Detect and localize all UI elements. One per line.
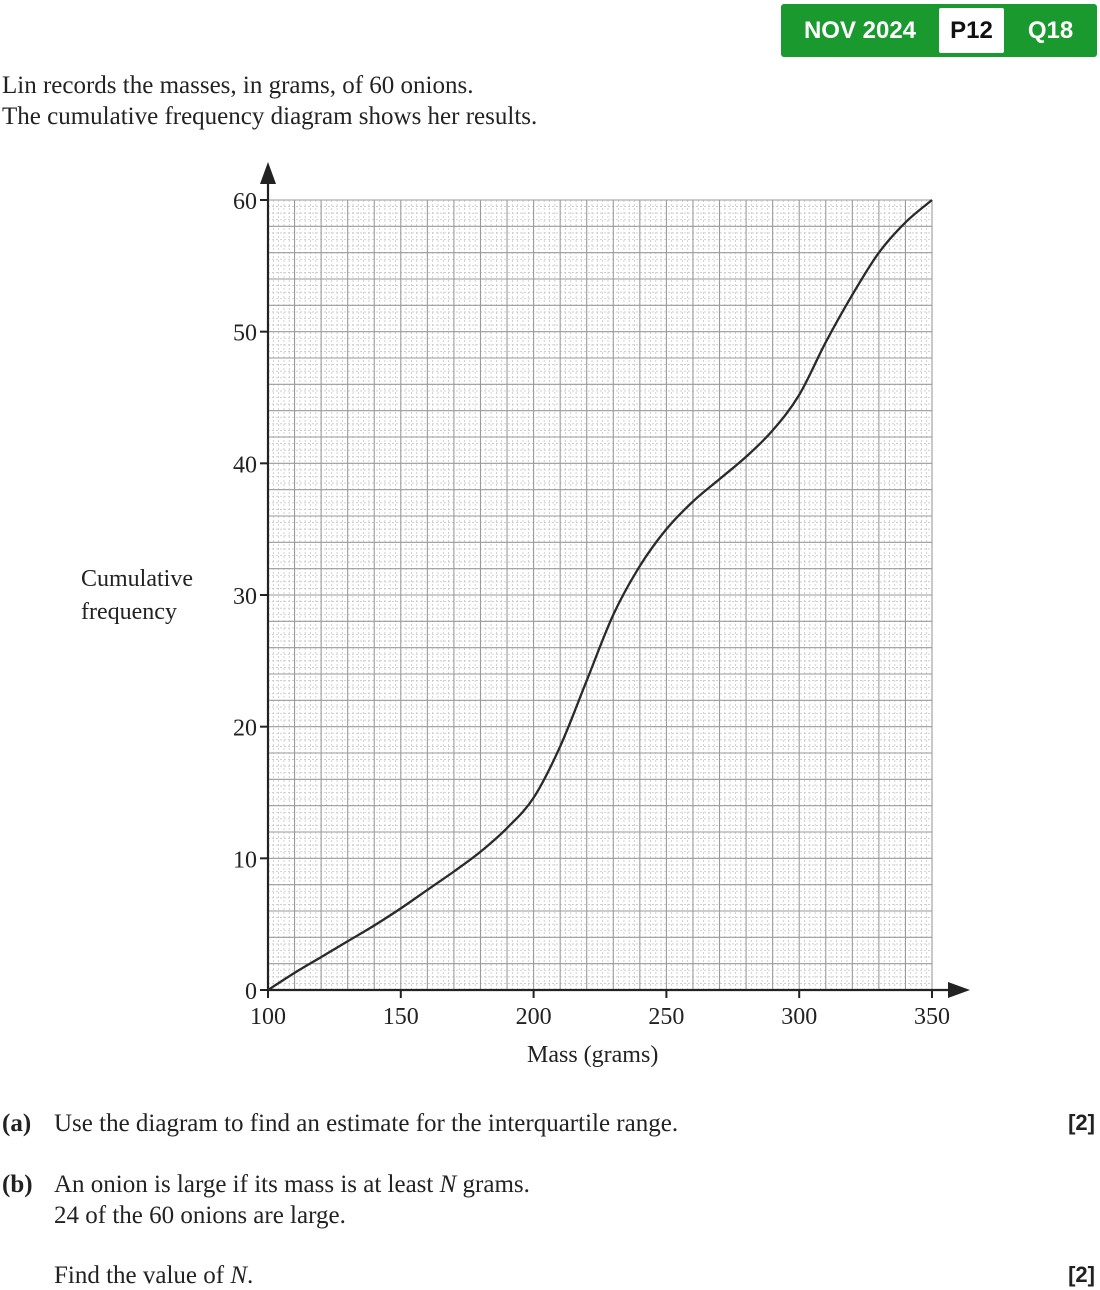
question-a-text: Use the diagram to find an estimate for … — [54, 1110, 679, 1137]
grid-minor — [268, 200, 932, 990]
intro-text: Lin records the masses, in grams, of 60 … — [2, 70, 537, 132]
x-axis-arrow — [948, 982, 970, 998]
question-a-marks: [2] — [1068, 1110, 1095, 1135]
y-axis-label-line-1: Cumulative — [81, 566, 193, 592]
x-tick-label: 250 — [648, 1004, 684, 1030]
cumulative-frequency-curve — [267, 199, 933, 991]
y-tick-label: 30 — [233, 584, 257, 610]
x-tick-label: 200 — [516, 1004, 552, 1030]
intro-line-2: The cumulative frequency diagram shows h… — [2, 103, 538, 130]
question-b-line-2: 24 of the 60 onions are large. — [54, 1202, 346, 1229]
question-badge: NOV 2024 P12 Q18 — [781, 4, 1097, 57]
session-label: NOV 2024 — [803, 16, 917, 44]
question-b-line-1: An onion is large if its mass is at leas… — [54, 1171, 530, 1198]
question-a-label: (a) — [2, 1110, 32, 1137]
y-axis-arrow — [260, 162, 276, 184]
y-axis-label-line-2: frequency — [81, 599, 177, 625]
x-axis-label: Mass (grams) — [527, 1042, 659, 1068]
y-tick-label: 40 — [233, 452, 257, 478]
y-tick-label: 10 — [233, 847, 257, 873]
y-tick-label: 0 — [245, 979, 257, 1005]
y-tick-label: 60 — [233, 189, 257, 215]
x-tick-label: 100 — [250, 1004, 286, 1030]
cumulative-frequency-chart: 0 10 20 30 40 50 60 100 150 200 250 300 350 — [233, 162, 970, 1030]
x-tick-label: 350 — [914, 1004, 950, 1030]
x-tick-label: 300 — [781, 1004, 817, 1030]
question-b-marks: [2] — [1068, 1262, 1095, 1287]
question-number: Q18 — [1027, 16, 1074, 44]
series — [267, 199, 933, 991]
intro-line-1: Lin records the masses, in grams, of 60 … — [2, 72, 474, 99]
question-b-task-text: Find the value of N. — [54, 1262, 254, 1289]
y-tick-label: 50 — [233, 321, 257, 347]
paper-label: P12 — [939, 8, 1004, 53]
ticks: 0 10 20 30 40 50 60 100 150 200 250 300 350 — [233, 189, 950, 1030]
question-b-label: (b) — [2, 1171, 33, 1198]
y-tick-label: 20 — [233, 716, 257, 742]
axes — [260, 162, 970, 998]
x-tick-label: 150 — [383, 1004, 419, 1030]
y-axis-label: Cumulative frequency — [81, 563, 193, 629]
